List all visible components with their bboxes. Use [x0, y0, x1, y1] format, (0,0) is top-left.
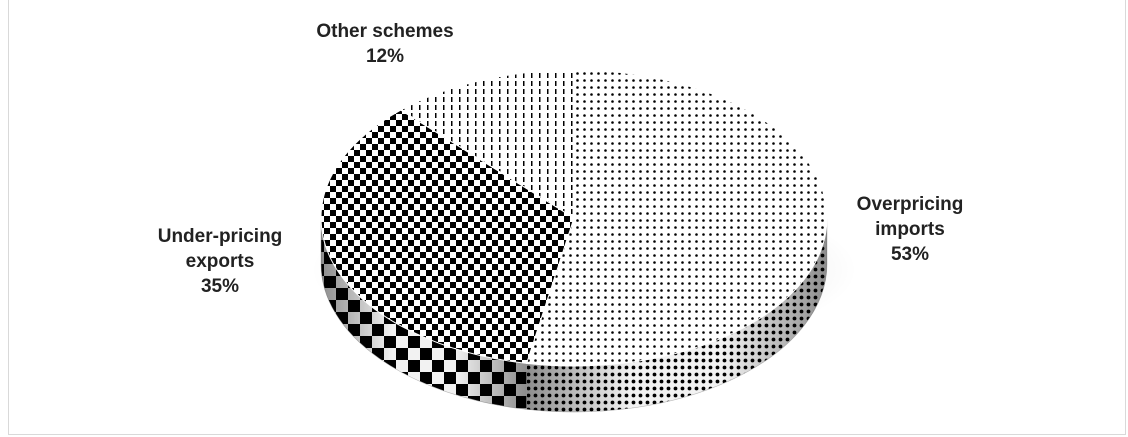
slice-label-other-schemes: Other schemes 12% — [300, 19, 470, 69]
slice-percent: 12% — [365, 46, 405, 67]
slice-percent: 53% — [890, 244, 930, 265]
slice-name-line: imports — [875, 219, 945, 240]
slice-name-line: Under-pricing — [157, 226, 283, 247]
pie-slice-overpricing-imports — [525, 69, 828, 367]
pie-tops — [320, 69, 828, 367]
pie-slice-under-pricing-exports — [320, 109, 575, 364]
pie-side-shade — [526, 218, 828, 413]
pie-slice-other-schemes — [399, 69, 575, 219]
slice-label-overpricing-imports: Overpricing imports 53% — [830, 192, 990, 267]
slice-name-line: exports — [185, 251, 255, 272]
pie-side-shade — [321, 218, 527, 410]
slice-label-under-pricing-exports: Under-pricing exports 35% — [135, 224, 305, 299]
slice-percent: 35% — [200, 276, 240, 297]
slice-name-line: Other schemes — [316, 21, 454, 42]
slice-name-line: Overpricing — [856, 194, 964, 215]
